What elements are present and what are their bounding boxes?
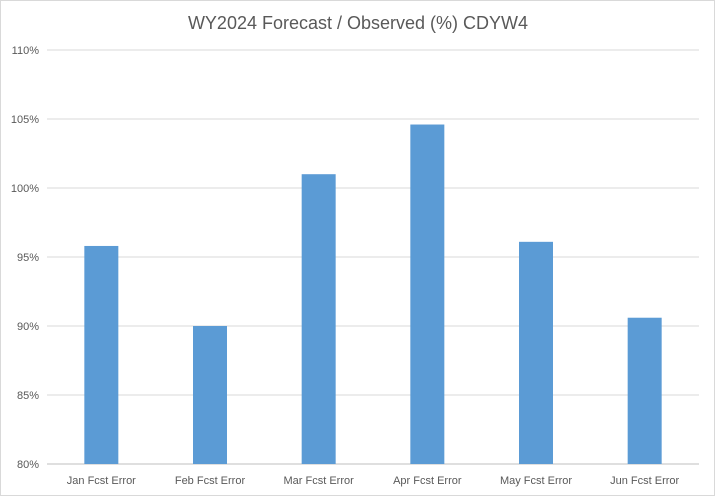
y-tick-label: 105% [11,114,39,126]
bar [627,317,662,464]
bar [193,326,227,464]
x-axis-labels: Jan Fcst Error Feb Fcst Error Mar Fcst Err… [67,475,680,487]
y-tick-label: 95% [17,252,39,264]
y-tick-label: 110% [12,45,40,57]
bar [301,174,336,464]
y-tick-label: 100% [11,183,39,195]
x-tick-label: Jun Fcst Error [610,475,679,487]
bar [519,241,553,464]
y-tick-label: 90% [17,321,39,333]
chart-title: WY2024 Forecast / Observed (%) CDYW4 [188,13,528,33]
gridlines [47,49,699,465]
y-tick-label: 80% [17,459,39,471]
bar [410,124,445,465]
bar [84,245,119,464]
x-tick-label: Mar Fcst Error [284,475,355,487]
x-tick-label: Apr Fcst Error [393,475,462,487]
x-tick-label: Feb Fcst Error [175,475,246,487]
x-tick-label: May Fcst Error [500,475,572,487]
y-tick-label: 85% [17,390,39,402]
bars [84,124,662,465]
y-axis-ticks: 80% 85% 90% 95% 100% 105% 110% [11,45,39,471]
x-tick-label: Jan Fcst Error [67,475,136,487]
